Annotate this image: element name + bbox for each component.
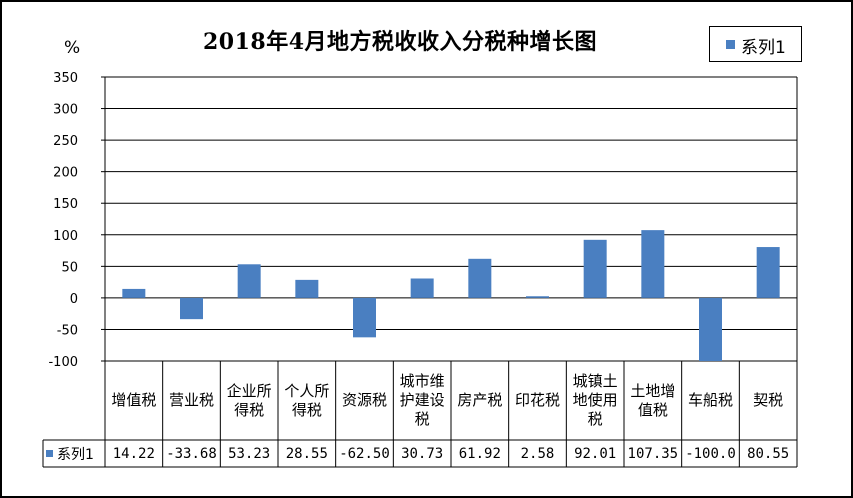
legend-label: 系列1 bbox=[741, 38, 786, 58]
bar bbox=[583, 239, 607, 298]
data-value-label: -100.0 bbox=[685, 445, 736, 462]
category-label: 资源税 bbox=[341, 391, 387, 409]
data-value-label: 80.55 bbox=[747, 445, 790, 462]
y-tick-label: 200 bbox=[53, 166, 78, 181]
bar bbox=[353, 297, 376, 338]
data-value-label: 2.58 bbox=[520, 445, 555, 462]
y-tick-label: 150 bbox=[53, 197, 78, 212]
bar bbox=[122, 288, 146, 298]
category-label: 营业税 bbox=[168, 391, 214, 409]
category-label: 增值税 bbox=[111, 391, 157, 409]
category-label: 城镇土 地使用税 bbox=[572, 372, 618, 428]
bar bbox=[295, 279, 319, 298]
category-label: 企业所 得税 bbox=[226, 381, 272, 419]
category-label: 房产税 bbox=[457, 391, 503, 409]
data-value-label: 107.35 bbox=[627, 445, 679, 462]
y-tick-label: -50 bbox=[57, 323, 78, 338]
data-table-series-label: 系列1 bbox=[57, 446, 94, 463]
bar bbox=[641, 230, 665, 298]
y-tick-label: 50 bbox=[61, 260, 78, 275]
data-value-label: 53.23 bbox=[228, 445, 271, 462]
data-value-label: -33.68 bbox=[166, 445, 217, 462]
bar bbox=[699, 297, 722, 361]
data-value-label: 61.92 bbox=[458, 445, 501, 462]
y-tick-label: 300 bbox=[53, 103, 78, 118]
category-label: 印花税 bbox=[514, 391, 560, 409]
data-value-label: 14.22 bbox=[112, 445, 155, 462]
bar bbox=[468, 258, 492, 298]
data-table-series-header: 系列1 bbox=[43, 440, 105, 467]
data-value-label: 28.55 bbox=[285, 445, 328, 462]
y-tick-label: 100 bbox=[53, 229, 78, 244]
bar bbox=[180, 297, 203, 320]
y-tick-label: 0 bbox=[70, 292, 78, 307]
bar bbox=[756, 247, 780, 298]
category-label: 城市维 护建设税 bbox=[399, 372, 445, 428]
y-axis-unit-label: % bbox=[64, 38, 81, 58]
data-value-label: 30.73 bbox=[401, 445, 444, 462]
legend-swatch bbox=[726, 40, 735, 49]
chart-title: 2018年4月地方税收收入分税种增长图 bbox=[202, 29, 598, 55]
bar bbox=[526, 296, 549, 298]
bar bbox=[410, 278, 434, 298]
y-tick-label: 350 bbox=[53, 71, 78, 86]
category-label: 契税 bbox=[753, 391, 784, 409]
bar bbox=[237, 264, 261, 298]
data-table-series-swatch bbox=[46, 450, 53, 457]
category-label: 车船税 bbox=[687, 391, 733, 409]
y-tick-label: -100 bbox=[48, 355, 78, 370]
y-tick-label: 250 bbox=[53, 134, 78, 149]
category-label: 土地增 值税 bbox=[630, 381, 676, 419]
data-value-label: 92.01 bbox=[574, 445, 617, 462]
legend: 系列1 bbox=[709, 26, 802, 62]
category-label: 个人所 得税 bbox=[284, 381, 330, 419]
data-value-label: -62.50 bbox=[339, 445, 390, 462]
